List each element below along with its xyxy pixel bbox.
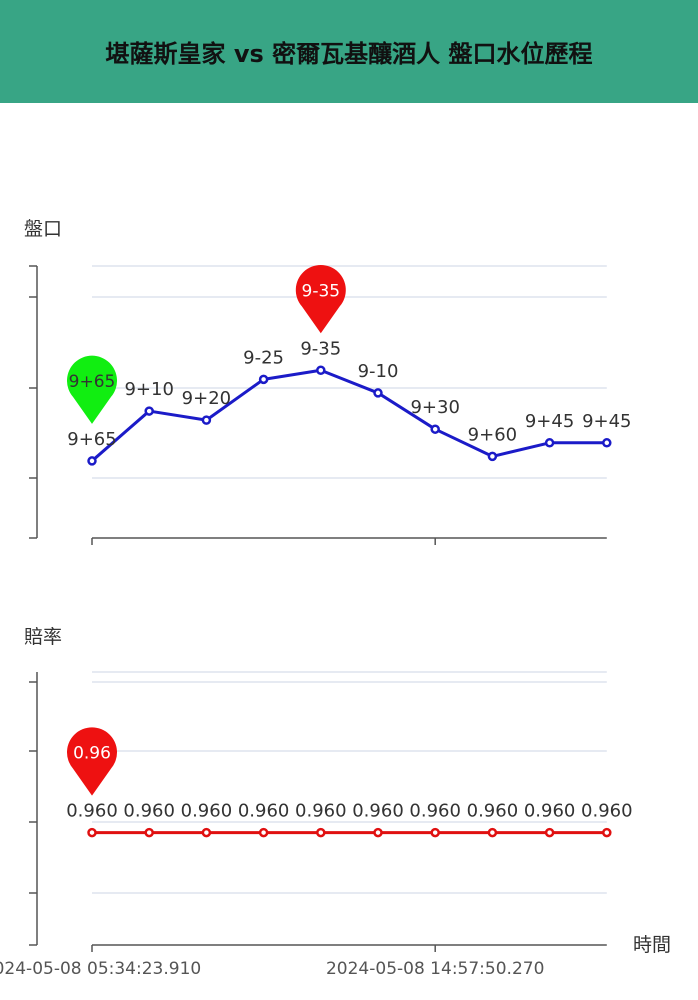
handicap-series-line — [91, 368, 607, 463]
handicap-data-point — [544, 438, 555, 448]
handicap-data-label: 9+30 — [410, 397, 459, 418]
handicap-data-label: 9+45 — [525, 411, 574, 432]
odds-y-axis-title: 賠率 — [24, 626, 62, 648]
odds-data-point — [373, 827, 383, 838]
odds-data-label: 0.960 — [581, 801, 633, 822]
handicap-data-point — [602, 438, 612, 448]
page-title: 堪薩斯皇家 vs 密爾瓦基釀酒人 盤口水位歷程 — [105, 40, 593, 68]
odds-data-label: 0.960 — [524, 801, 576, 822]
handicap-data-point — [373, 388, 383, 398]
odds-x-tick-label: 2024-05-08 14:57:50.270 — [326, 959, 544, 979]
odds-data-label: 0.960 — [238, 801, 290, 822]
odds-x-tick-label: 2024-05-08 05:34:23.910 — [0, 959, 201, 979]
handicap-y-axis-title: 盤口 — [24, 218, 62, 240]
handicap-data-point — [87, 456, 97, 466]
odds-max-marker-label: 0.96 — [73, 744, 111, 764]
handicap-data-point — [430, 424, 440, 434]
handicap-min-marker-label: 9+65 — [69, 372, 116, 392]
odds-data-point — [87, 827, 97, 838]
handicap-data-point — [258, 374, 269, 385]
handicap-data-label: 9+65 — [67, 429, 116, 450]
odds-data-point — [602, 827, 612, 838]
odds-data-point — [487, 827, 498, 838]
handicap-data-point — [316, 365, 326, 376]
odds-data-label: 0.960 — [352, 801, 404, 822]
handicap-data-point — [487, 451, 498, 462]
odds-data-label: 0.960 — [123, 801, 175, 822]
handicap-data-label: 9-25 — [243, 347, 284, 368]
handicap-data-label: 9-35 — [300, 338, 341, 359]
handicap-data-point — [144, 406, 154, 416]
odds-data-label: 0.960 — [409, 801, 461, 822]
odds-data-point — [544, 827, 555, 838]
odds-max-marker-pin — [67, 727, 117, 796]
odds-x-axis-title: 時間 — [633, 934, 671, 956]
handicap-data-label: 9+45 — [582, 411, 631, 432]
odds-data-label: 0.960 — [66, 801, 118, 822]
title-bar: 堪薩斯皇家 vs 密爾瓦基釀酒人 盤口水位歷程 — [0, 0, 698, 103]
handicap-max-marker-label: 9-35 — [302, 281, 341, 301]
odds-data-label: 0.960 — [295, 801, 347, 822]
handicap-max-marker-pin — [295, 265, 346, 334]
handicap-data-label: 9+10 — [124, 379, 173, 400]
odds-data-point — [258, 827, 269, 838]
handicap-min-marker-pin — [67, 355, 117, 424]
odds-data-label: 0.960 — [181, 801, 233, 822]
odds-data-point — [201, 827, 212, 838]
handicap-data-label: 9+20 — [182, 388, 231, 409]
handicap-data-point — [201, 415, 212, 425]
odds-data-label: 0.960 — [467, 801, 519, 822]
handicap-data-label: 9+60 — [468, 424, 517, 445]
handicap-data-label: 9-10 — [358, 361, 399, 382]
odds-data-point — [316, 827, 326, 838]
odds-data-point — [144, 827, 154, 838]
odds-data-point — [430, 827, 440, 838]
